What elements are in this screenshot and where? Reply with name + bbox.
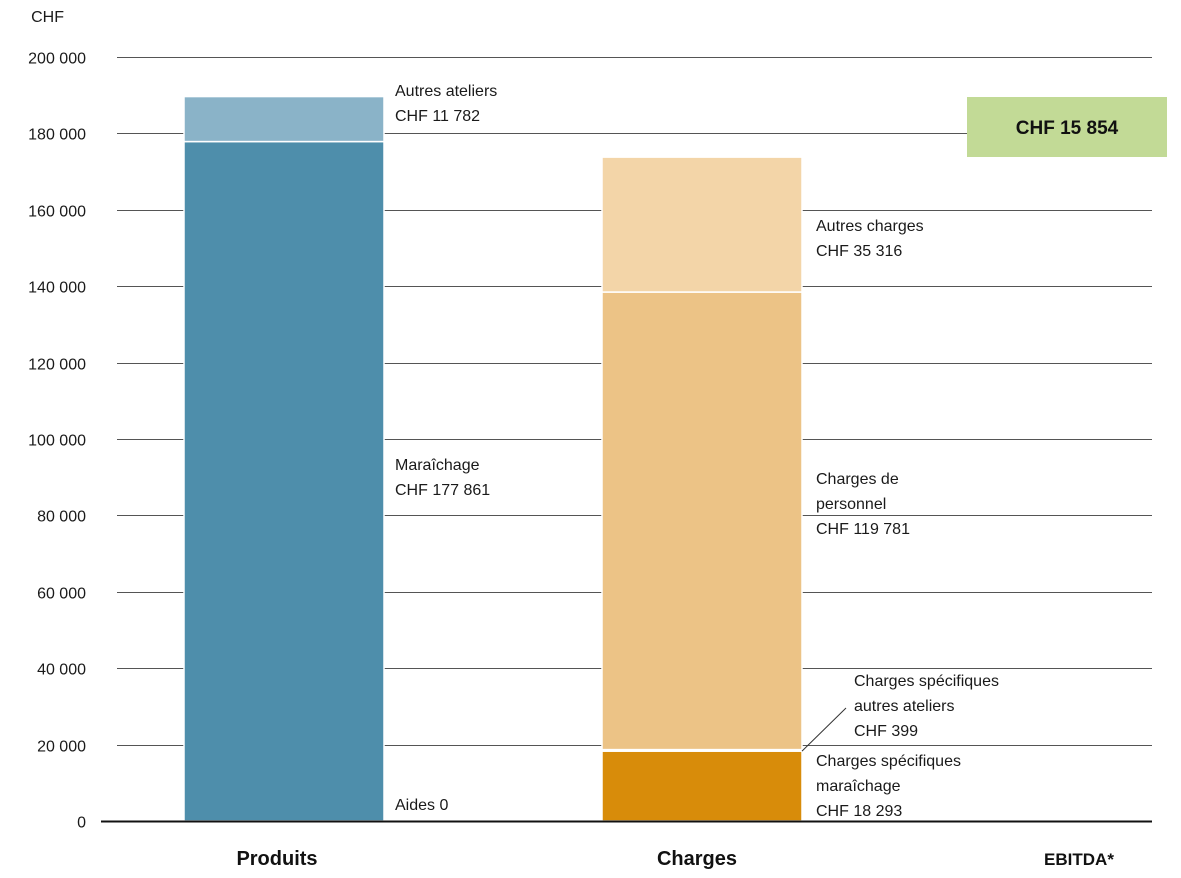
bar-segment xyxy=(183,95,385,143)
y-axis-unit-label: CHF xyxy=(31,9,64,26)
ebitda-box xyxy=(967,97,1167,157)
segment-labels: Aides 0 Maraîchage CHF 177 861 Autres ateli… xyxy=(395,83,999,820)
y-tick-label: 40 000 xyxy=(37,662,86,679)
segment-label: Autres ateliers CHF 11 782 xyxy=(395,83,497,125)
category-labels: Produits Charges EBITDA* xyxy=(236,848,1114,870)
ebitda-badge: CHF 15 854 xyxy=(967,97,1167,157)
y-tick-label: 120 000 xyxy=(28,357,86,374)
y-tick-label: 20 000 xyxy=(37,739,86,756)
y-axis-ticks: 0 20 000 40 000 60 000 80 000 100 000 120 000 1… xyxy=(28,51,86,832)
y-tick-label: 80 000 xyxy=(37,509,86,526)
category-label: Charges xyxy=(657,848,737,870)
y-tick-label: 100 000 xyxy=(28,433,86,450)
segment-label: Autres charges CHF 35 316 xyxy=(816,218,924,260)
segment-label: Charges de personnel CHF 119 781 xyxy=(816,471,910,538)
y-tick-label: 160 000 xyxy=(28,204,86,221)
bar-segment xyxy=(601,750,803,822)
y-tick-label: 200 000 xyxy=(28,51,86,68)
category-label: Produits xyxy=(236,848,317,870)
segment-label: Charges spécifiques maraîchage CHF 18 293 xyxy=(816,753,961,820)
segment-label: Charges spécifiques autres ateliers CHF 39… xyxy=(854,673,999,740)
ebitda-value-label: CHF 15 854 xyxy=(1016,118,1119,139)
category-label: EBITDA* xyxy=(1044,850,1114,869)
y-tick-label: 60 000 xyxy=(37,586,86,603)
segment-label: Maraîchage CHF 177 861 xyxy=(395,457,490,499)
stacked-bars xyxy=(183,95,803,822)
leader-line xyxy=(801,707,847,752)
bar-segment xyxy=(601,156,803,293)
segment-label: Aides 0 xyxy=(395,797,448,814)
bar-segment xyxy=(601,291,803,751)
y-tick-label: 140 000 xyxy=(28,280,86,297)
y-tick-label: 180 000 xyxy=(28,127,86,144)
y-tick-label: 0 xyxy=(77,815,86,832)
bar-segment xyxy=(183,140,385,822)
